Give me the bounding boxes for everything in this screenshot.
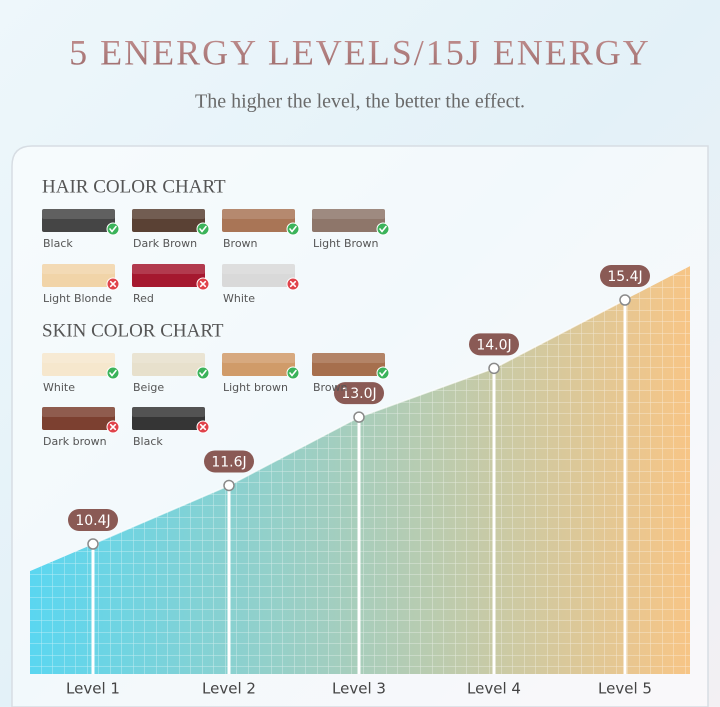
swatch-label: Brown	[223, 237, 258, 250]
swatch	[42, 353, 115, 376]
swatch-label: Black	[43, 237, 73, 250]
swatch-label: Light Brown	[313, 237, 379, 250]
swatch-sheen	[312, 353, 385, 363]
swatch	[312, 209, 385, 232]
swatch-sheen	[42, 264, 115, 274]
swatch-sheen	[42, 407, 115, 417]
icon-glyph	[109, 225, 117, 233]
x-tick-label: Level 5	[598, 680, 652, 698]
icon-glyph	[379, 369, 387, 377]
icon-glyph	[289, 369, 297, 377]
grid-overlay	[624, 266, 690, 674]
title: 5 ENERGY LEVELS/15J ENERGY	[69, 32, 651, 72]
swatch-label: White	[223, 292, 255, 305]
icon-glyph	[199, 225, 207, 233]
point	[488, 362, 500, 375]
swatch	[42, 264, 115, 287]
value-pill	[600, 265, 650, 287]
value-pill	[334, 382, 384, 405]
swatch	[312, 353, 385, 376]
swatch-label: Dark Brown	[133, 237, 197, 250]
swatch-sheen	[312, 209, 385, 219]
point	[223, 479, 235, 492]
value-label: 11.6J	[211, 454, 246, 470]
swatch	[222, 209, 295, 232]
swatch-sheen	[222, 353, 295, 363]
icon-glyph	[289, 225, 297, 233]
x-tick-label: Level 1	[66, 680, 120, 698]
icon-glyph	[109, 423, 117, 431]
swatch-label: Light Blonde	[43, 292, 112, 305]
swatch	[132, 407, 205, 430]
swatch	[222, 264, 295, 287]
value-label: 10.4J	[75, 513, 110, 529]
icon-glyph	[109, 369, 117, 377]
swatch-label: Brown	[313, 381, 348, 394]
point	[619, 294, 631, 306]
color-charts: HAIR COLOR CHART Black Dark Brown Brown Ligh…	[42, 176, 390, 448]
point	[87, 538, 99, 550]
swatch-sheen	[222, 264, 295, 274]
chart: 10.4J Level 1 11.6J Level 2 13.0J Level 3 14.0…	[30, 265, 690, 698]
swatch	[42, 407, 115, 430]
icon-glyph	[199, 369, 207, 377]
swatch-sheen	[132, 209, 205, 219]
value-label: 14.0J	[476, 337, 511, 353]
swatch-label: Beige	[133, 381, 164, 394]
icon-glyph	[199, 280, 207, 288]
grid-overlay	[30, 544, 94, 674]
icon-glyph	[199, 423, 207, 431]
icon-glyph	[289, 280, 297, 288]
swatch-label: Red	[133, 292, 154, 305]
point	[353, 411, 365, 423]
swatch-sheen	[42, 209, 115, 219]
swatch-sheen	[222, 209, 295, 219]
swatch-sheen	[42, 353, 115, 363]
x-tick-label: Level 3	[332, 680, 386, 698]
swatch-label: Light brown	[223, 381, 288, 394]
icon-glyph	[379, 225, 387, 233]
swatch-label: White	[43, 381, 75, 394]
x-tick-label: Level 2	[202, 680, 256, 698]
section-title: HAIR COLOR CHART	[42, 176, 226, 197]
swatch	[42, 209, 115, 232]
x-tick-label: Level 4	[467, 680, 521, 698]
swatch-sheen	[132, 264, 205, 274]
swatch	[132, 209, 205, 232]
swatch	[222, 353, 295, 376]
subtitle: The higher the level, the better the eff…	[195, 91, 525, 113]
swatch-sheen	[132, 353, 205, 363]
value-label: 13.0J	[341, 386, 376, 402]
swatch	[132, 264, 205, 287]
value-pill	[204, 450, 254, 473]
value-pill	[469, 333, 519, 356]
swatch-sheen	[132, 407, 205, 417]
value-pill	[68, 509, 118, 531]
section-title: SKIN COLOR CHART	[42, 320, 224, 341]
swatch-label: Black	[133, 435, 163, 448]
icon-glyph	[109, 280, 117, 288]
swatch-label: Dark brown	[43, 435, 107, 448]
swatch	[132, 353, 205, 376]
value-label: 15.4J	[607, 269, 642, 285]
